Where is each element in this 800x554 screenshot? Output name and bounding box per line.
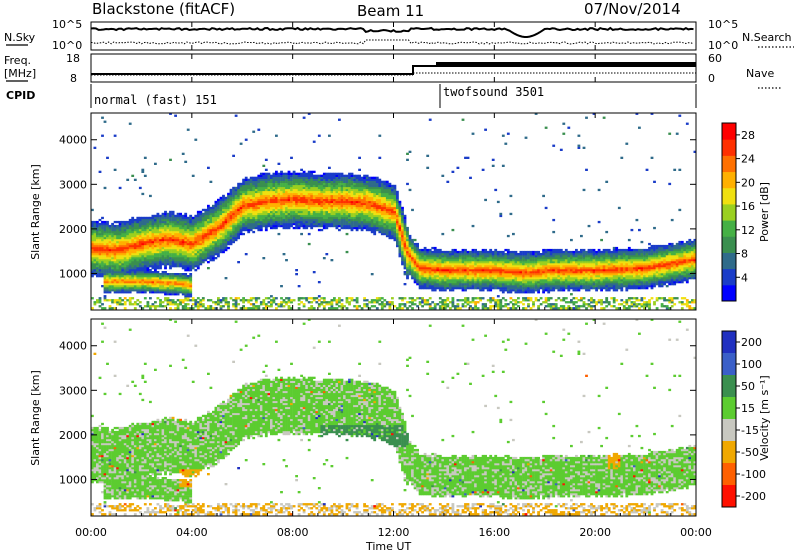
freq-trace — [91, 65, 436, 75]
velocity-colorbar-swatch — [722, 441, 736, 464]
power-colorbar-tick: 12 — [741, 224, 755, 237]
velocity-colorbar-tick: -200 — [741, 490, 766, 503]
nsearch-trace — [90, 39, 694, 45]
nsearch-tick-top: 10^5 — [708, 18, 738, 31]
nsky-tick-bottom: 10^0 — [52, 39, 82, 52]
y-tick-label: 4000 — [59, 340, 87, 353]
velocity-colorbar-tick: 100 — [741, 358, 762, 371]
velocity-colorbar-tick: 200 — [741, 336, 762, 349]
x-tick-label: 12:00 — [378, 526, 410, 539]
velocity-colorbar-swatch — [722, 463, 736, 486]
power-colorbar-swatch — [722, 220, 736, 237]
x-tick-label: 08:00 — [277, 526, 309, 539]
y-tick-label: 2000 — [59, 223, 87, 236]
power-colorbar-tick: 28 — [741, 129, 755, 142]
power-colorbar-swatch — [722, 187, 736, 205]
velocity-colorbar-label: Velocity [m s⁻¹] — [758, 375, 771, 460]
power-colorbar-swatch — [722, 203, 736, 221]
time-axis-label: Time UT — [365, 540, 411, 553]
power-colorbar-swatch — [722, 139, 736, 156]
nave-tick-top: 60 — [708, 52, 722, 65]
x-tick-label: 00:00 — [680, 526, 712, 539]
power-colorbar-swatch — [722, 252, 736, 270]
freq-tick-bottom: 8 — [70, 72, 77, 85]
velocity-colorbar-swatch — [722, 331, 736, 354]
velocity-colorbar-tick: 50 — [741, 380, 755, 393]
velocity-colorbar-swatch — [722, 485, 736, 508]
nave-label: Nave — [746, 67, 774, 80]
velocity-y-axis: 1000 2000 3000 4000 — [59, 340, 696, 486]
power-colorbar-swatch — [722, 236, 736, 253]
power-colorbar-swatch — [722, 284, 736, 302]
velocity-colorbar-tick: -50 — [741, 446, 759, 459]
power-y-label: Slant Range [km] — [29, 164, 42, 260]
y-tick-label: 2000 — [59, 429, 87, 442]
nave-tick-bottom: 0 — [708, 72, 715, 85]
power-panel: 1000 2000 3000 4000 Slant Range [km] — [29, 112, 697, 311]
power-colorbar-swatch — [722, 123, 736, 140]
power-colorbar-tick: 4 — [741, 271, 748, 284]
cpid-strip: CPID normal (fast) 151 twofsound 3501 — [6, 84, 697, 108]
x-tick-label: 04:00 — [176, 526, 208, 539]
power-colorbar-tick: 24 — [741, 153, 755, 166]
y-tick-label: 1000 — [59, 267, 87, 280]
velocity-panel: 1000 2000 3000 4000 Slant Range [km] — [29, 318, 697, 517]
power-colorbar-label: Power [dB] — [758, 182, 771, 242]
y-tick-label: 1000 — [59, 473, 87, 486]
velocity-colorbar: 200 100 50 15 -15 -50 -100 -200 Velocity [m s⁻¹… — [721, 330, 771, 508]
x-tick-label: 20:00 — [579, 526, 611, 539]
velocity-colorbar-swatch — [722, 353, 736, 376]
power-colorbar-tick: 20 — [741, 176, 755, 189]
freq-unit: [MHz] — [4, 67, 36, 80]
y-tick-label: 3000 — [59, 178, 87, 191]
power-y-axis: 1000 2000 3000 4000 — [59, 134, 696, 280]
x-tick-label: 00:00 — [75, 526, 107, 539]
freq-trace-dense — [436, 62, 696, 67]
y-tick-label: 4000 — [59, 134, 87, 147]
nsky-trace — [90, 26, 694, 38]
velocity-colorbar-swatch — [722, 419, 736, 442]
velocity-colorbar-tick: 15 — [741, 402, 755, 415]
nsky-tick-top: 10^5 — [52, 18, 82, 31]
cpid-label: CPID — [6, 89, 35, 102]
x-tick-label: 16:00 — [478, 526, 510, 539]
velocity-y-label: Slant Range [km] — [29, 370, 42, 466]
power-colorbar: 4 8 12 16 20 24 28 Power [dB] — [721, 122, 771, 302]
power-colorbar-swatch — [722, 268, 736, 286]
velocity-colorbar-tick: -15 — [741, 424, 759, 437]
power-colorbar-tick: 8 — [741, 248, 748, 261]
station-title: Blackstone (fitACF) — [92, 0, 235, 18]
beam-label: Beam 11 — [357, 2, 424, 20]
cpid-mode-2: twofsound 3501 — [443, 85, 544, 99]
velocity-colorbar-swatch — [722, 375, 736, 398]
nsearch-tick-bottom: 10^0 — [708, 39, 738, 52]
date-label: 07/Nov/2014 — [584, 0, 681, 18]
nsky-label: N.Sky — [4, 31, 36, 44]
power-echo-field — [91, 112, 697, 310]
time-x-axis: 00:00 04:00 08:00 12:00 16:00 20:00 00:00 — [75, 22, 712, 539]
nsky-strip: N.Sky 10^5 10^0 10^5 10^0 N.Search — [4, 18, 794, 52]
freq-tick-top: 18 — [66, 52, 80, 65]
power-colorbar-swatch — [722, 171, 736, 189]
nsearch-label: N.Search — [742, 31, 792, 44]
velocity-echo-field — [91, 318, 697, 516]
power-colorbar-tick: 16 — [741, 200, 755, 213]
y-tick-label: 3000 — [59, 384, 87, 397]
power-colorbar-swatch — [722, 155, 736, 173]
velocity-colorbar-swatch — [722, 397, 736, 420]
cpid-mode-1: normal (fast) 151 — [94, 93, 217, 107]
velocity-colorbar-tick: -100 — [741, 468, 766, 481]
freq-strip: Freq. [MHz] 18 8 60 0 Nave — [4, 52, 782, 89]
freq-label: Freq. — [4, 54, 31, 67]
